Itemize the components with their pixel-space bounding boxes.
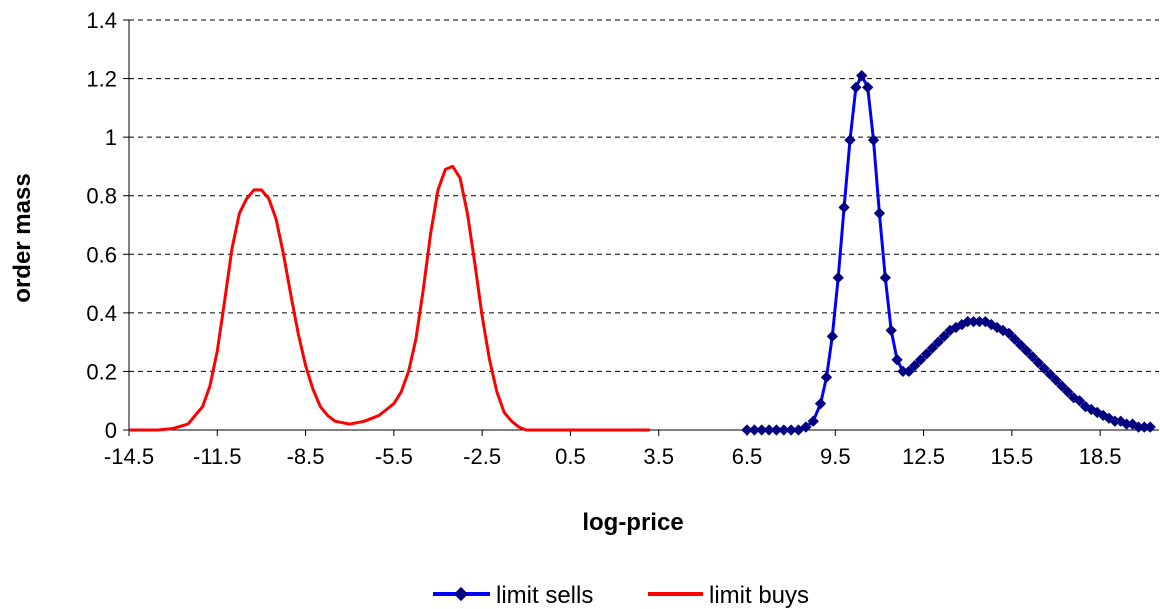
data-point-limit-sells <box>814 397 827 410</box>
data-point-limit-sells <box>838 201 850 214</box>
data-point-limit-sells <box>820 371 833 383</box>
x-tick-label: 12.5 <box>902 444 945 469</box>
data-point-limit-sells <box>873 207 886 219</box>
data-point-limit-sells <box>879 272 891 284</box>
data-point-limit-sells <box>891 354 903 366</box>
data-point-limit-sells <box>807 415 819 427</box>
y-tick-label: 1 <box>105 125 117 150</box>
data-point-limit-sells <box>763 424 775 436</box>
data-point-limit-sells <box>1144 421 1156 433</box>
data-point-limit-sells <box>962 315 974 328</box>
data-point-limit-sells <box>832 272 844 284</box>
data-point-limit-sells <box>770 424 783 436</box>
data-point-limit-sells <box>748 424 761 436</box>
x-tick-label: -5.5 <box>375 444 413 469</box>
data-point-limit-sells <box>856 69 868 82</box>
x-tick-label: 18.5 <box>1079 444 1122 469</box>
y-tick-label: 1.4 <box>86 8 117 33</box>
data-point-limit-sells <box>932 336 944 348</box>
y-tick-label: 0.8 <box>86 184 117 209</box>
data-point-limit-sells <box>1073 395 1086 407</box>
data-point-limit-sells <box>1132 421 1145 433</box>
y-tick-label: 0.2 <box>86 359 117 384</box>
legend-label-limit-buys: limit buys <box>709 582 809 609</box>
data-point-limit-sells <box>903 365 915 378</box>
x-tick-label: 0.5 <box>555 444 586 469</box>
data-point-limit-sells <box>885 324 897 337</box>
data-point-limit-sells <box>844 134 856 146</box>
series-line-limit-sells <box>747 74 1151 432</box>
data-point-limit-sells <box>850 81 862 94</box>
data-point-limit-sells <box>741 424 753 436</box>
y-tick-label: 1.2 <box>86 67 117 92</box>
data-point-limit-sells <box>800 421 812 433</box>
x-tick-label: 15.5 <box>990 444 1033 469</box>
x-tick-label: -11.5 <box>193 444 242 469</box>
data-point-limit-sells <box>778 424 790 436</box>
data-point-limit-sells <box>1009 333 1021 345</box>
data-point-limit-sells <box>1015 339 1027 351</box>
x-tick-label: -8.5 <box>287 444 325 469</box>
data-point-limit-sells <box>862 81 874 93</box>
data-point-limit-sells <box>1026 351 1039 363</box>
y-tick-label: 0 <box>105 418 117 443</box>
y-tick-labels: 0 0.2 0.4 0.6 0.8 1 1.2 1.4 <box>86 8 117 443</box>
data-point-limit-sells <box>897 365 909 378</box>
y-tick-label: 0.4 <box>86 301 117 326</box>
data-point-limit-sells <box>920 348 933 360</box>
x-tick-labels: -14.5 -11.5 -8.5 -5.5 -2.5 0.5 3.5 6.5 9.5 12.5 15… <box>104 444 1122 469</box>
data-point-limit-sells <box>926 342 939 354</box>
data-point-limit-sells <box>1038 362 1050 375</box>
y-tick-label: 0.6 <box>86 242 117 267</box>
data-point-limit-sells <box>826 330 838 342</box>
y-axis-title: order mass <box>9 173 36 302</box>
data-point-limit-sells <box>756 424 768 436</box>
x-tick-label: 6.5 <box>732 444 763 469</box>
gridlines <box>129 19 1159 372</box>
data-point-limit-sells <box>785 424 797 436</box>
data-point-limit-sells <box>1003 327 1015 340</box>
series-layer <box>129 69 1156 436</box>
x-tick-label: 9.5 <box>820 444 851 469</box>
legend: limit sells limit buys <box>433 582 809 609</box>
x-tick-label: -2.5 <box>463 444 501 469</box>
x-tick-label: -14.5 <box>104 444 154 469</box>
data-point-limit-sells <box>867 134 880 146</box>
data-point-limit-sells <box>938 330 950 342</box>
series-line-limit-buys <box>129 164 650 432</box>
data-point-limit-sells <box>973 315 986 328</box>
data-point-limit-sells <box>1032 357 1044 369</box>
x-tick-label: 3.5 <box>643 444 674 469</box>
legend-label-limit-sells: limit sells <box>496 582 593 609</box>
x-axis-title: log-price <box>582 509 683 536</box>
legend-marker-limit-sells <box>453 586 469 602</box>
data-point-limit-sells <box>914 354 927 366</box>
